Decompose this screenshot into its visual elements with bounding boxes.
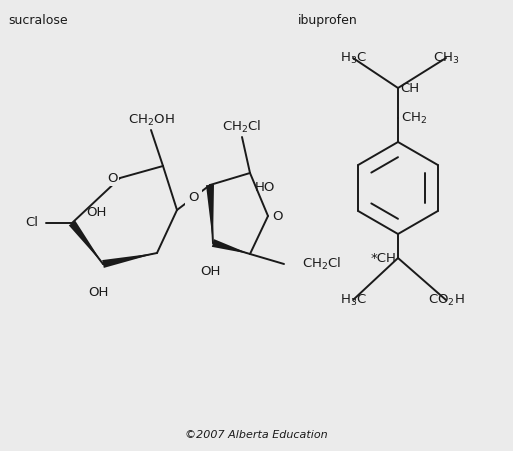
- Text: H$_3$C: H$_3$C: [340, 292, 366, 308]
- Text: O: O: [272, 210, 283, 222]
- Polygon shape: [206, 185, 214, 243]
- Polygon shape: [102, 253, 157, 268]
- Text: O: O: [188, 191, 199, 204]
- Polygon shape: [69, 221, 103, 264]
- Text: *CH: *CH: [370, 252, 396, 264]
- Text: CH$_3$: CH$_3$: [433, 51, 459, 65]
- Text: OH: OH: [200, 265, 220, 278]
- Text: OH: OH: [86, 206, 106, 219]
- Text: H$_3$C: H$_3$C: [340, 51, 366, 65]
- Text: O: O: [108, 171, 118, 184]
- Text: ©2007 Alberta Education: ©2007 Alberta Education: [185, 430, 327, 440]
- Text: Cl: Cl: [25, 216, 38, 230]
- Text: HO: HO: [255, 181, 275, 194]
- Text: CH$_2$OH: CH$_2$OH: [128, 113, 174, 128]
- Text: CH: CH: [400, 82, 419, 95]
- Text: OH: OH: [88, 286, 108, 299]
- Text: ibuprofen: ibuprofen: [298, 14, 358, 27]
- Text: sucralose: sucralose: [8, 14, 68, 27]
- Text: CH$_2$Cl: CH$_2$Cl: [302, 256, 341, 272]
- Text: CH$_2$Cl: CH$_2$Cl: [222, 119, 262, 135]
- Text: CO$_2$H: CO$_2$H: [428, 292, 464, 308]
- Text: CH$_2$: CH$_2$: [401, 110, 427, 125]
- Polygon shape: [212, 239, 250, 254]
